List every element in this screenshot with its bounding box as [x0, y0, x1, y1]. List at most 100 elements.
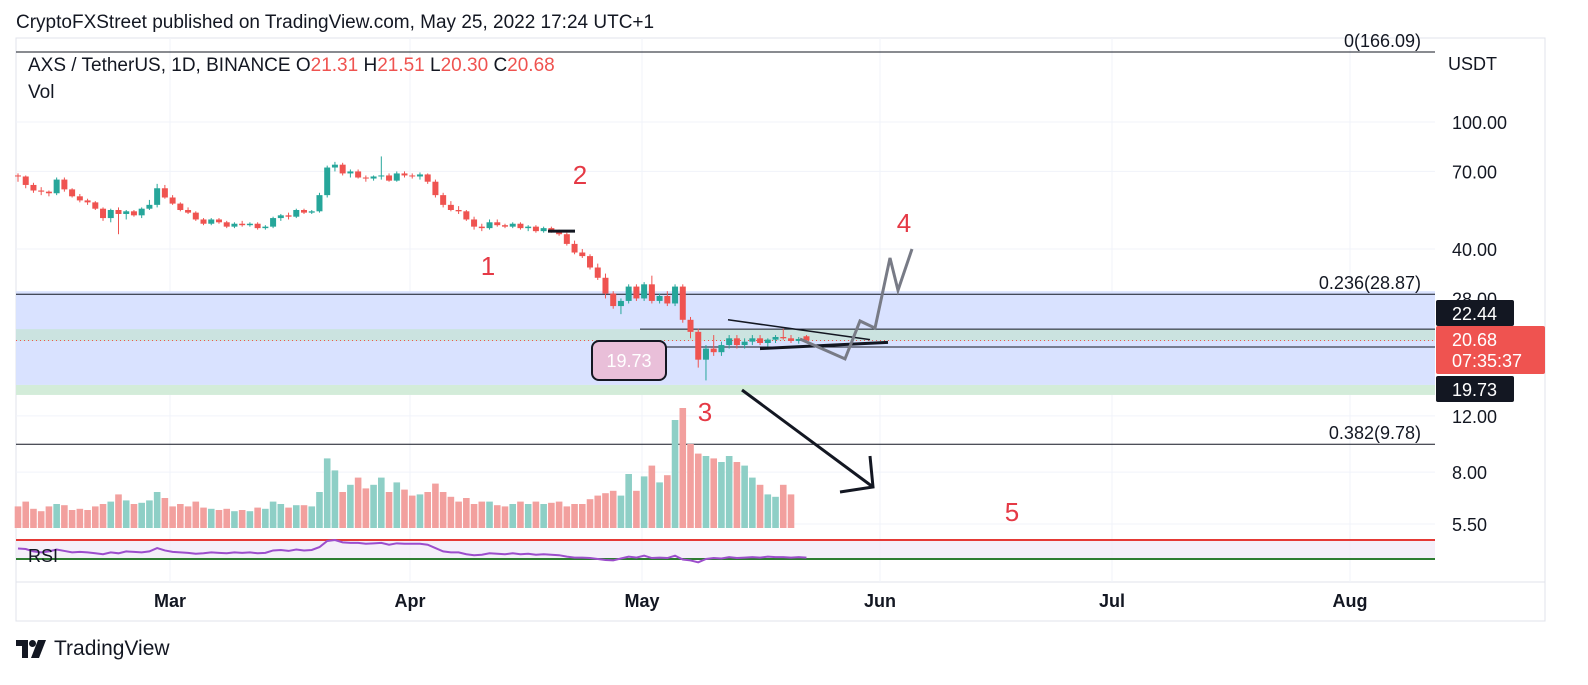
candle-body: [548, 228, 555, 232]
volume-bar: [432, 483, 439, 528]
candle-body: [687, 319, 694, 332]
tradingview-brand[interactable]: TradingView: [54, 637, 170, 660]
volume-bar: [223, 508, 231, 528]
candle-body: [69, 189, 76, 197]
price-axis-tick: 8.00: [1452, 463, 1487, 483]
candle-body: [123, 211, 130, 214]
volume-bar: [718, 462, 725, 528]
time-axis-tick: Jun: [864, 591, 896, 611]
candle-body: [185, 209, 192, 213]
candle-body: [92, 202, 99, 209]
volume-bar: [749, 477, 756, 528]
volume-bar: [439, 492, 447, 528]
price-axis-tick: 12.00: [1452, 407, 1497, 427]
volume-bar: [161, 498, 169, 528]
candle-body: [625, 286, 632, 301]
candle-body: [672, 286, 679, 304]
candle-body: [803, 336, 810, 341]
volume-bar: [493, 505, 501, 528]
volume-bar: [76, 508, 84, 528]
candle-body: [246, 223, 253, 226]
candle-body: [301, 209, 308, 213]
time-axis-tick: Aug: [1333, 591, 1368, 611]
candle-body: [215, 219, 222, 223]
candle-body: [393, 173, 400, 181]
volume-bar: [416, 494, 424, 528]
candle-body: [293, 209, 300, 217]
volume-bar: [408, 495, 416, 528]
candle-body: [733, 338, 740, 346]
candle-body: [648, 284, 655, 301]
candle-body: [331, 164, 338, 168]
volume-bar: [153, 492, 161, 528]
volume-bar: [463, 498, 470, 528]
candle-body: [262, 226, 269, 229]
volume-bar: [184, 506, 192, 528]
volume-bar: [362, 488, 370, 528]
volume-bar: [231, 511, 238, 528]
volume-bar: [532, 501, 540, 528]
high-label: H: [363, 55, 378, 76]
candle-body: [424, 174, 431, 182]
tradingview-logo-icon[interactable]: [16, 640, 46, 658]
candle-body: [100, 208, 107, 219]
candle-body: [587, 256, 594, 268]
volume-bar: [30, 508, 37, 528]
open-label: O: [295, 55, 311, 76]
triangle-upper-line: [727, 319, 871, 341]
candle-body: [579, 252, 586, 257]
price-tag-countdown: 07:35:37: [1452, 351, 1522, 371]
rsi-label: RSI: [28, 546, 58, 566]
low-label: L: [430, 55, 441, 76]
candle-body: [339, 164, 346, 174]
volume-bar: [772, 496, 779, 528]
footer: TradingView: [16, 636, 170, 662]
volume-bar: [478, 501, 486, 528]
volume-bar: [633, 490, 640, 528]
volume-bar: [130, 504, 138, 528]
candle-body: [45, 191, 52, 194]
volume-label[interactable]: Vol: [28, 82, 55, 103]
candle-body: [788, 338, 794, 341]
symbol-pair[interactable]: AXS / TetherUS, 1D, BINANCE: [28, 55, 291, 76]
volume-bar: [68, 510, 76, 528]
volume-bar: [200, 507, 207, 528]
close-label: C: [493, 55, 508, 76]
volume-bar: [331, 470, 339, 528]
volume-bar: [733, 462, 741, 528]
volume-bar: [339, 492, 346, 528]
candle-body: [517, 223, 524, 229]
candle-body: [764, 339, 771, 344]
candle-body: [254, 223, 261, 229]
volume-bar: [308, 506, 316, 528]
volume-bar: [84, 510, 91, 528]
candle-body: [285, 215, 292, 217]
candle-body: [509, 223, 516, 227]
candle-body: [347, 171, 354, 174]
volume-bar: [215, 510, 223, 528]
volume-bar: [370, 484, 377, 528]
candle-body: [30, 184, 37, 191]
volume-bar: [22, 501, 30, 528]
candle-body: [780, 336, 787, 339]
candle-body: [231, 223, 238, 227]
volume-bar: [524, 504, 532, 528]
volume-bar: [656, 482, 663, 528]
candle-body: [15, 175, 21, 177]
volume-bar: [269, 501, 277, 528]
volume-bar: [617, 495, 625, 528]
candle-body: [556, 231, 563, 235]
candle-body: [641, 284, 648, 299]
bearish-arrow-line: [741, 388, 874, 489]
candle-body: [61, 179, 68, 190]
wave-label-2: 2: [573, 160, 587, 190]
candle-body: [200, 219, 207, 224]
candle-body: [432, 181, 439, 196]
wave-label-5: 5: [1005, 497, 1019, 527]
candle-body: [795, 338, 802, 341]
volume-bar: [354, 477, 362, 528]
volume-bar: [347, 484, 354, 528]
candle-body: [695, 331, 702, 360]
candle-body: [447, 204, 454, 210]
